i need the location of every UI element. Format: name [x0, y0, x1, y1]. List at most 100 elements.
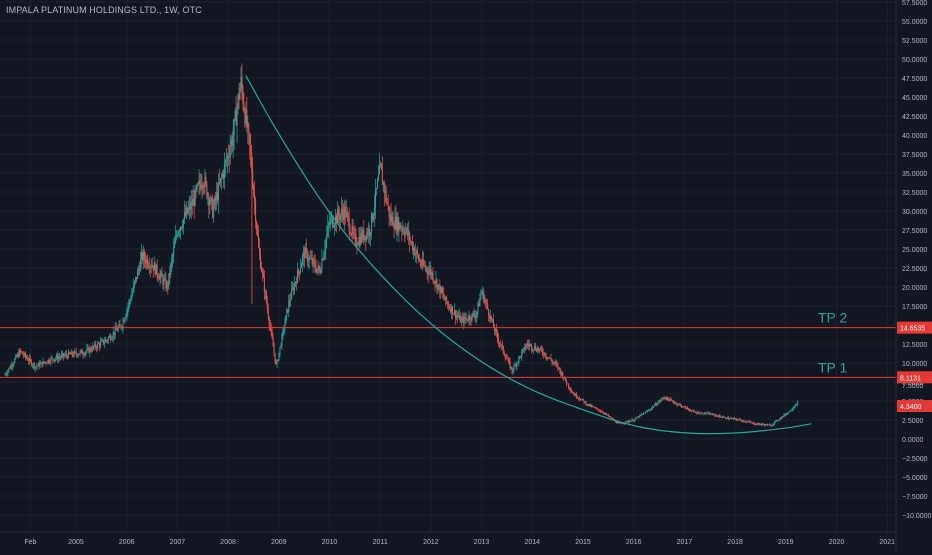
candle-body	[707, 412, 709, 414]
candle-body	[324, 249, 326, 255]
candle-body	[703, 412, 705, 415]
candle-body	[576, 397, 578, 399]
price-tick-label: 52.5000	[902, 38, 927, 45]
horizontal-lines-layer[interactable]: TP 2 TP 1	[0, 310, 896, 378]
candle-body	[772, 424, 774, 425]
candle-body	[78, 353, 80, 355]
candle-body	[649, 409, 651, 411]
candle-body	[267, 308, 269, 318]
candle-body	[431, 272, 433, 275]
candle-body	[253, 186, 255, 194]
candle-body	[364, 235, 366, 240]
candle-body	[706, 412, 708, 414]
candle-body	[409, 232, 411, 242]
candle-body	[105, 339, 107, 341]
candle-body	[40, 362, 42, 364]
candle-body	[629, 421, 631, 423]
candle-body	[243, 104, 245, 111]
candle-body	[446, 296, 448, 303]
candle-body	[265, 291, 267, 303]
candle-body	[569, 387, 571, 389]
candle-body	[763, 423, 765, 425]
candle-body	[465, 318, 467, 320]
candle-body	[268, 317, 270, 326]
grid-lines	[0, 0, 896, 532]
curve-layer[interactable]	[245, 75, 812, 435]
candle-body	[41, 362, 43, 366]
candle-body	[328, 223, 330, 227]
candle-body	[521, 351, 523, 358]
candle-body	[654, 403, 656, 406]
candle-body	[104, 339, 106, 343]
candle-body	[716, 415, 718, 417]
candle-body	[271, 330, 273, 339]
candle-body	[88, 347, 90, 353]
candle-body	[206, 182, 208, 198]
candle-body	[227, 155, 229, 158]
candle-body	[531, 349, 533, 350]
candle-body	[485, 300, 487, 303]
candle-body	[123, 320, 125, 322]
price-axis[interactable]: 57.5000 55.0000 52.5000 50.0000 47.5000 45.00…	[902, 0, 931, 520]
candle-body	[498, 342, 500, 344]
candle-body	[579, 399, 581, 400]
candle-body	[607, 414, 609, 416]
candle-body	[117, 327, 119, 331]
candle-body	[95, 343, 97, 348]
candle-body	[377, 174, 379, 180]
candle-body	[509, 361, 511, 369]
candle-body	[418, 259, 420, 261]
candle-body	[507, 359, 509, 361]
candle-body	[490, 315, 492, 319]
candle-body	[729, 418, 731, 420]
candle-body	[715, 415, 717, 417]
candle-body	[87, 347, 89, 349]
candle-body	[719, 415, 721, 417]
parabolic-curve[interactable]	[245, 75, 812, 435]
candle-body	[110, 338, 112, 340]
candle-body	[665, 398, 667, 400]
candle-body	[442, 292, 444, 294]
candle-body	[358, 236, 360, 245]
candle-body	[722, 417, 724, 419]
candle-body	[182, 219, 184, 228]
candle-body	[474, 315, 476, 318]
candle-body	[103, 342, 105, 344]
candle-body	[762, 423, 764, 425]
time-axis[interactable]: Feb 2005 2006 2007 2008 2009 2010 2011 2012 2013 2…	[24, 539, 895, 546]
candle-body	[28, 358, 30, 362]
candle-body	[492, 319, 494, 321]
candle-body	[47, 359, 49, 364]
candle-body	[214, 197, 216, 207]
candle-body	[393, 226, 395, 229]
candle-body	[570, 388, 572, 391]
last-price-badge	[897, 400, 932, 413]
candle-body	[560, 370, 562, 375]
candle-body	[250, 145, 252, 153]
candle-body	[578, 398, 580, 400]
candle-body	[595, 407, 597, 409]
candle-body	[332, 216, 334, 227]
candle-body	[258, 235, 260, 248]
candle-body	[718, 415, 720, 417]
candle-body	[252, 170, 254, 187]
candle-body	[237, 94, 239, 109]
candle-body	[751, 422, 753, 424]
candle-body	[640, 415, 642, 416]
candle-body	[311, 258, 313, 265]
candle-body	[788, 411, 790, 413]
candle-body	[22, 352, 24, 355]
candle-body	[585, 401, 587, 405]
candle-body	[598, 409, 600, 411]
candle-body	[633, 420, 635, 422]
candle-body	[142, 252, 144, 261]
candle-body	[58, 357, 60, 360]
candle-body	[242, 89, 244, 105]
candle-body	[638, 416, 640, 418]
candle-body	[200, 184, 202, 189]
candle-body	[314, 262, 316, 269]
candle-body	[533, 346, 535, 350]
price-tick-label: 25.0000	[902, 247, 927, 254]
